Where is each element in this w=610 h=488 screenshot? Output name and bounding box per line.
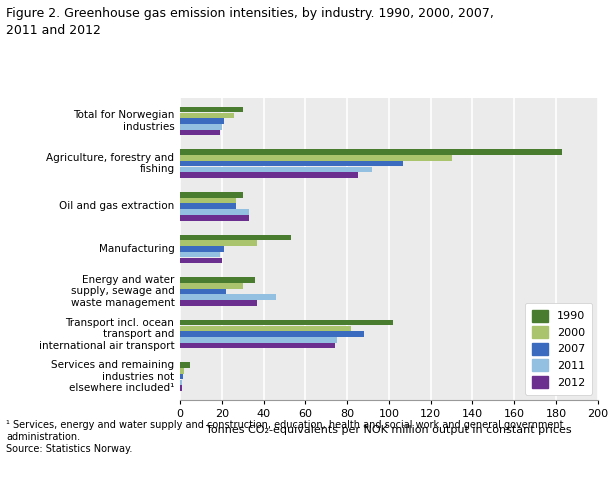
Bar: [180, 289, 226, 294]
Bar: [180, 277, 255, 283]
Bar: [180, 155, 451, 161]
Bar: [180, 374, 183, 380]
Bar: [180, 325, 351, 331]
Bar: [180, 118, 224, 124]
Bar: [180, 283, 243, 288]
Text: Figure 2. Greenhouse gas emission intensities, by industry. 1990, 2000, 2007,
20: Figure 2. Greenhouse gas emission intens…: [6, 7, 494, 37]
Bar: [180, 198, 236, 203]
Bar: [180, 149, 562, 155]
Bar: [180, 124, 222, 129]
Bar: [180, 246, 224, 252]
Bar: [180, 343, 334, 348]
Text: ¹ Services, energy and water supply and construction, education, health and soci: ¹ Services, energy and water supply and …: [6, 420, 564, 454]
Bar: [180, 235, 291, 240]
Bar: [180, 386, 182, 391]
X-axis label: Tonnes CO₂-equivalents per NOK million output in constant prices: Tonnes CO₂-equivalents per NOK million o…: [206, 425, 572, 435]
Bar: [180, 209, 249, 215]
Bar: [180, 300, 257, 306]
Bar: [180, 113, 234, 118]
Bar: [180, 252, 220, 257]
Bar: [180, 337, 337, 343]
Bar: [180, 161, 403, 166]
Bar: [180, 166, 372, 172]
Bar: [180, 192, 243, 198]
Bar: [180, 380, 182, 385]
Bar: [180, 130, 220, 135]
Bar: [180, 331, 364, 337]
Bar: [180, 172, 357, 178]
Bar: [180, 363, 190, 368]
Bar: [180, 241, 257, 246]
Bar: [180, 368, 184, 374]
Bar: [180, 294, 276, 300]
Legend: 1990, 2000, 2007, 2011, 2012: 1990, 2000, 2007, 2011, 2012: [525, 303, 592, 395]
Bar: [180, 107, 243, 112]
Bar: [180, 258, 222, 263]
Bar: [180, 215, 249, 221]
Bar: [180, 320, 393, 325]
Bar: [180, 203, 236, 209]
